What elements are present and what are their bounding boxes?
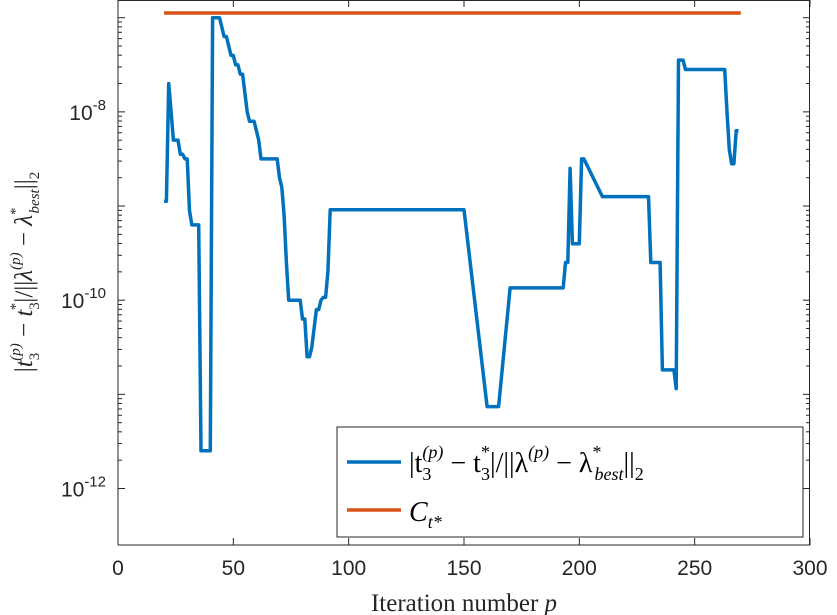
y-tick-label: 10-8	[69, 97, 106, 125]
lg-m1: − t	[443, 448, 481, 479]
y-tick-label: 10-10	[61, 285, 106, 313]
x-tick-label: 0	[112, 557, 124, 580]
series-line-1	[164, 15, 739, 453]
y-tick-label: 10-12	[61, 474, 106, 502]
lg2-sub: t*	[428, 512, 442, 532]
lg-sup2: *	[481, 442, 490, 462]
x-axis-label-var: p	[543, 590, 558, 615]
legend-label-series1: |t3(p) − t3*|/||λ(p) − λ* best||2	[409, 442, 644, 484]
x-tick-label: 50	[222, 557, 245, 580]
x-tick-label: 150	[446, 557, 481, 580]
lg2-base: C	[409, 497, 428, 528]
lg-sup3: (p)	[528, 442, 549, 463]
x-tick-label: 250	[677, 557, 712, 580]
yl-bar1: |	[11, 367, 38, 372]
lg-m2: |/||λ	[490, 448, 529, 479]
lg-sub1: 3	[422, 464, 431, 484]
lg-sup1: (p)	[422, 442, 443, 463]
legend: |t3(p) − t3*|/||λ(p) − λ* best||2 Ct*	[336, 426, 804, 538]
y-axis-label: |t3(p) − t3*|/||λ(p) − λ* best||2	[8, 172, 43, 372]
lg-sub4: best	[595, 464, 625, 484]
lg-sup4: *	[593, 442, 602, 462]
series-layer	[164, 11, 741, 453]
ticks-layer: 0 50 100 150 200 250 300 10-12 10-10 10-8	[61, 0, 828, 580]
x-axis-label-text: Iteration number	[371, 590, 545, 615]
lg-sub5: 2	[635, 464, 644, 484]
legend-label-series2: Ct*	[409, 497, 442, 532]
lg-m4: ||	[624, 448, 635, 479]
x-tick-label: 200	[562, 557, 597, 580]
lg-l1: |t	[409, 448, 423, 479]
x-tick-label: 100	[331, 557, 366, 580]
lg-m3: − λ	[549, 448, 593, 479]
x-axis-label: Iteration number p	[371, 590, 557, 615]
legend-box	[336, 426, 804, 538]
x-tick-label: 300	[792, 557, 827, 580]
lg-sub2: 3	[481, 464, 490, 484]
y-axis-label-text: |t3(p) − t3*|/||λ(p) − λ* best||2	[8, 172, 43, 372]
